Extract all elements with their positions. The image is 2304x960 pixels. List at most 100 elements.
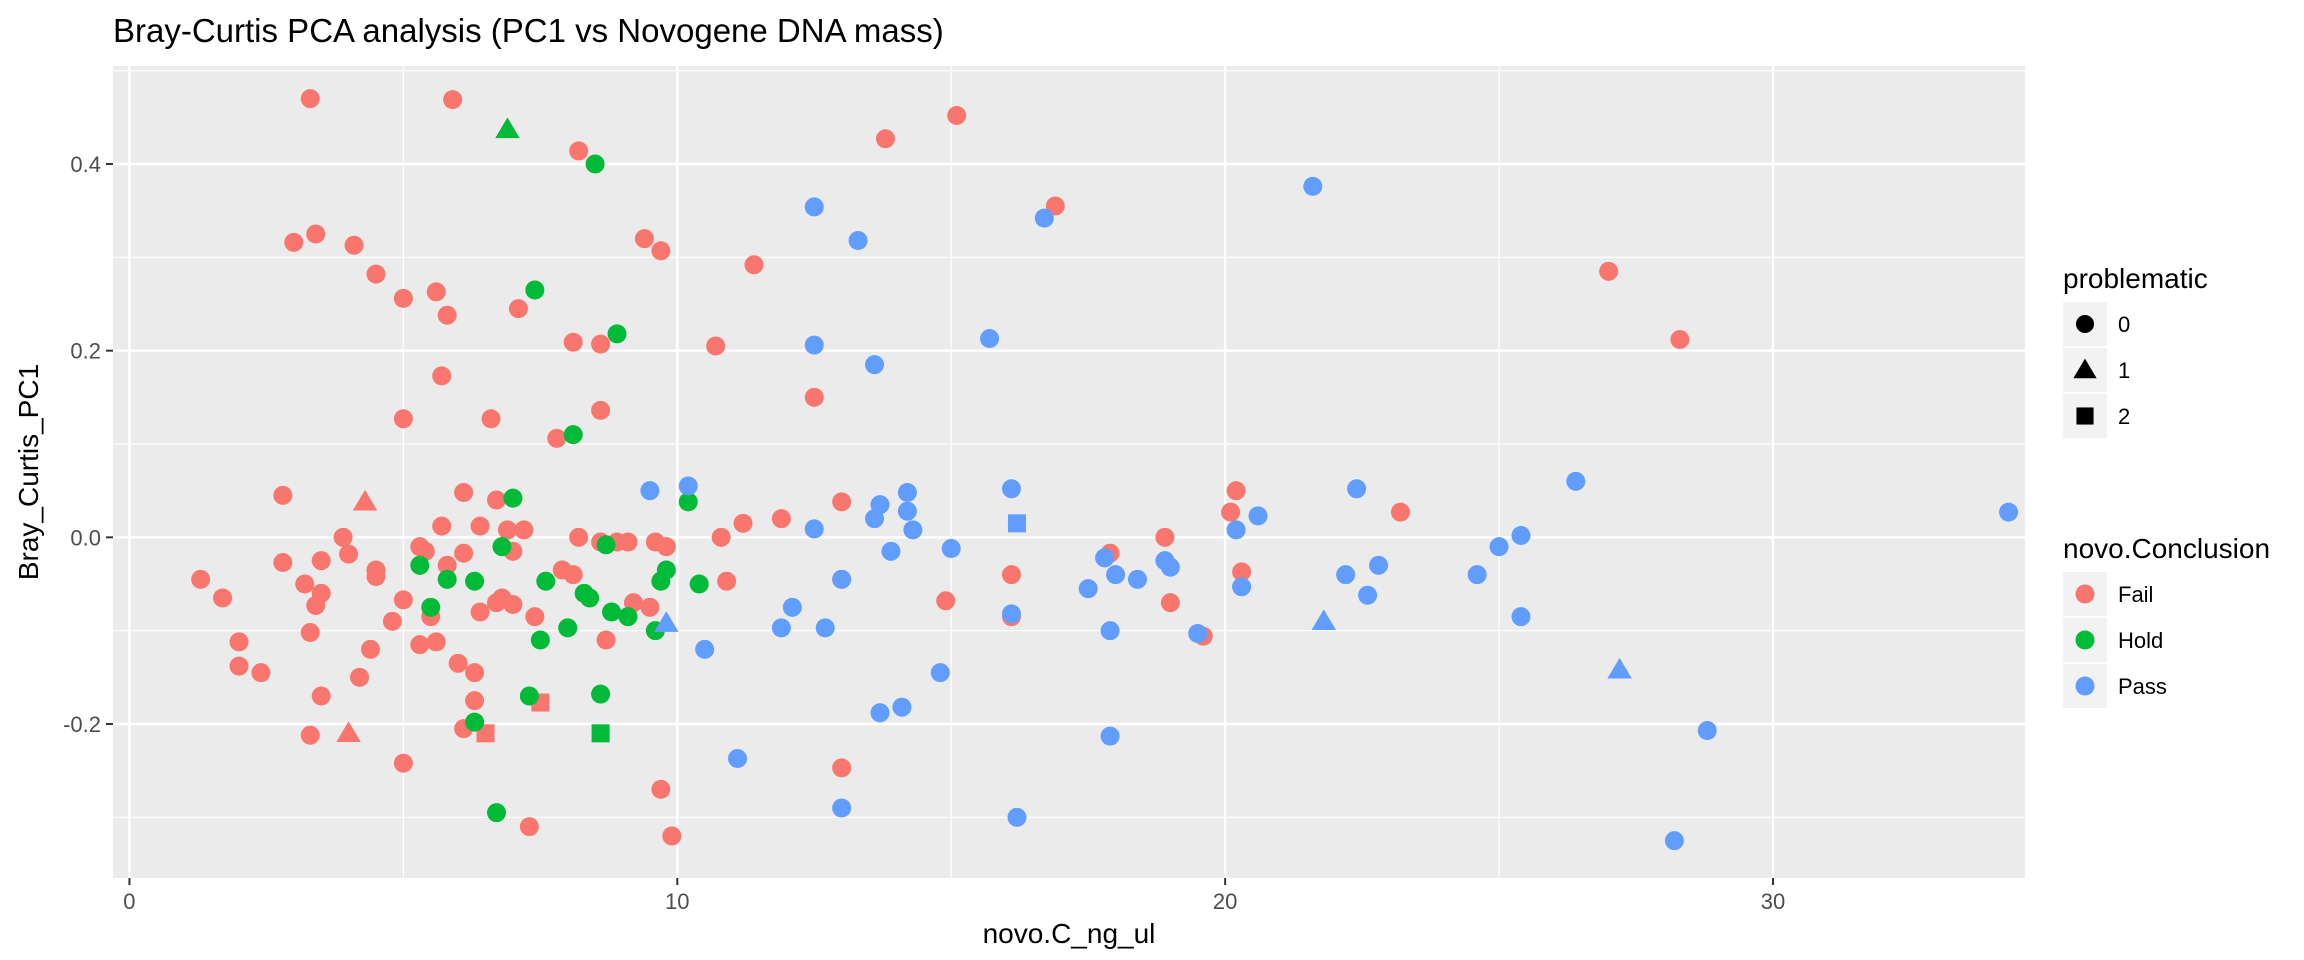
data-point-fail [525,607,545,627]
y-tick-label: 0.2 [70,339,101,364]
data-point-fail [360,639,380,659]
data-point-hold [536,571,556,591]
x-tick-label: 20 [1213,889,1237,914]
data-point-fail [311,583,331,603]
data-point-hold [656,560,676,580]
grid-major [113,66,2025,878]
data-point-pass [1607,657,1632,679]
data-point-pass [1001,479,1021,499]
x-tick-label: 0 [123,889,135,914]
data-point-pass [1303,176,1323,196]
data-point-fail [1045,196,1065,216]
data-point-fail [432,366,452,386]
data-point-pass [1100,621,1120,641]
data-point-fail [311,551,331,571]
data-point-pass [815,618,835,638]
data-point-pass [941,539,961,559]
data-point-hold [465,712,485,732]
data-point-fail [947,105,967,125]
data-point-pass [1358,585,1378,605]
data-point-fail [662,826,682,846]
data-point-pass [1078,579,1098,599]
data-point-fail [229,656,249,676]
data-point-pass [1007,807,1027,827]
data-point-pass [1232,577,1252,597]
data-point-fail [1155,527,1175,547]
data-point-hold [503,488,523,508]
data-point-fail [284,232,304,252]
data-point-fail [591,400,611,420]
data-point-pass [1511,607,1531,627]
x-tick-label: 30 [1761,889,1785,914]
legend-color-pass [2075,676,2095,696]
data-point-pass [1311,609,1336,630]
data-point-pass [654,611,679,632]
data-point-pass [1369,555,1389,575]
data-point-fail [470,602,490,622]
data-point-pass [892,697,912,717]
data-point-fail [311,686,331,706]
data-point-pass [980,329,1000,349]
x-axis-title: novo.C_ng_ul [983,918,1156,949]
data-point-pass [1001,604,1021,624]
data-point-fail [563,565,583,585]
y-tick-label: -0.2 [63,712,101,737]
grid-minor [113,66,2025,878]
data-point-pass [881,541,901,561]
data-point-fail [432,516,452,536]
data-point-hold [495,117,520,139]
legend-color-hold [2075,630,2095,650]
data-point-fail [651,779,671,799]
data-point-fail [569,527,589,547]
data-point-fail [503,595,523,615]
data-point-fail [832,492,852,512]
data-point-pass [1106,565,1126,585]
data-point-fail [454,543,474,563]
data-point-pass [771,618,791,638]
data-point-pass [1034,208,1054,228]
data-point-pass [832,569,852,589]
data-point-pass [1489,537,1509,557]
data-point-pass [678,476,698,496]
data-point-pass [804,519,824,539]
data-point-fail [393,288,413,308]
data-point-hold [530,630,550,650]
data-point-fail [656,537,676,557]
legend-label: Pass [2118,674,2167,699]
data-point-pass [1248,506,1268,526]
data-point-fail [936,591,956,611]
legend-shape-circle [2075,314,2095,334]
data-point-fail [300,623,320,643]
data-point-fail [393,590,413,610]
y-axis-title: Bray_Curtis_PC1 [13,364,44,580]
data-point-fail [273,553,293,573]
y-tick-label: 0.4 [70,152,101,177]
data-point-fail [563,332,583,352]
data-point-hold [580,588,600,608]
data-point-pass [865,355,885,375]
data-point-fail [300,725,320,745]
data-point-fail [804,387,824,407]
chart-title: Bray-Curtis PCA analysis (PC1 vs Novogen… [113,12,944,49]
data-point-fail [352,489,378,511]
data-point-fail [426,282,446,302]
data-point-hold [410,555,430,575]
data-point-fail [306,224,326,244]
data-point-fail [508,299,528,319]
data-point-pass [832,798,852,818]
data-point-hold [519,686,539,706]
data-point-fail [717,571,737,591]
legend-label: 2 [2118,404,2130,429]
data-point-pass [1007,514,1026,533]
data-point-fail [596,630,616,650]
data-point-fail [437,555,457,575]
data-point-pass [1697,721,1717,741]
data-point-pass [1188,623,1208,643]
data-point-fail [1599,261,1619,281]
data-point-pass [804,335,824,355]
data-point-fail [410,635,430,655]
data-point-fail [733,513,753,533]
data-point-fail [191,569,211,589]
data-point-fail [618,532,638,552]
